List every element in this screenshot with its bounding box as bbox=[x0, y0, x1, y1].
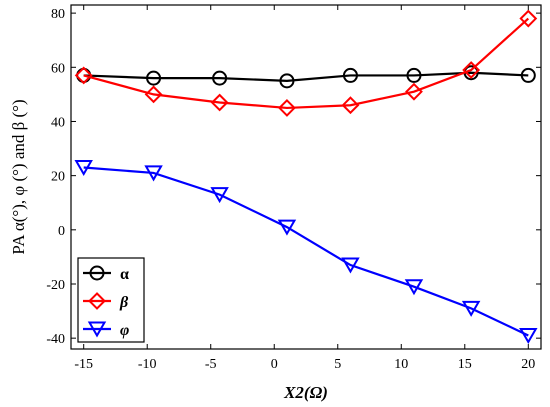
y-tick-label-4: 40 bbox=[51, 115, 65, 130]
series-line-1 bbox=[83, 17, 530, 110]
x-tick-label-4: 5 bbox=[334, 357, 341, 372]
series-1-point-3 bbox=[278, 99, 296, 117]
legend-marker-2 bbox=[87, 321, 107, 338]
series-2-point-1 bbox=[144, 165, 163, 182]
series-1-point-2 bbox=[210, 93, 229, 112]
series-2-point-0 bbox=[74, 160, 93, 177]
series-1-point-4 bbox=[341, 96, 360, 115]
x-axis-title: X2(Ω) bbox=[283, 383, 328, 402]
series-2-point-3 bbox=[277, 219, 297, 236]
y-tick-label-3: 20 bbox=[51, 170, 65, 185]
series-0-point-3 bbox=[279, 73, 295, 89]
series-1-point-6 bbox=[462, 61, 481, 79]
legend-label-1: β bbox=[119, 294, 129, 311]
x-tick-label-0: -15 bbox=[74, 357, 93, 372]
x-tick-label-3: 0 bbox=[271, 357, 278, 372]
series-2-point-5 bbox=[404, 279, 424, 296]
series-0-point-1 bbox=[146, 70, 162, 86]
series-1-point-1 bbox=[144, 85, 163, 104]
legend-marker-1 bbox=[88, 292, 106, 310]
series-line-2 bbox=[83, 166, 529, 337]
y-axis-title: PA α(°), φ (°) and β (°) bbox=[9, 99, 28, 254]
series-2-point-7 bbox=[519, 327, 538, 344]
x-tick-label-6: 15 bbox=[458, 357, 472, 372]
series-1-point-0 bbox=[74, 66, 93, 85]
legend-label-2: φ bbox=[120, 322, 129, 339]
x-tick-label-2: -5 bbox=[205, 357, 217, 372]
y-tick-label-5: 60 bbox=[51, 61, 65, 76]
legend-marker-0 bbox=[89, 265, 105, 281]
x-tick-label-1: -10 bbox=[138, 357, 157, 372]
series-1-point-5 bbox=[405, 82, 423, 101]
series-2-point-2 bbox=[210, 187, 229, 204]
series-0-point-7 bbox=[520, 67, 536, 83]
y-tick-label-1: -20 bbox=[46, 278, 65, 293]
plot-frame bbox=[70, 4, 542, 350]
series-0-point-2 bbox=[212, 70, 228, 86]
y-tick-label-2: 0 bbox=[58, 224, 65, 239]
legend-label-0: α bbox=[120, 266, 129, 283]
y-tick-label-6: 80 bbox=[51, 7, 65, 22]
series-2-point-4 bbox=[341, 257, 360, 274]
x-tick-label-7: 20 bbox=[521, 357, 535, 372]
series-0-point-4 bbox=[342, 67, 358, 83]
y-tick-label-0: -40 bbox=[46, 332, 65, 347]
series-0-point-5 bbox=[406, 67, 422, 83]
series-2-point-6 bbox=[461, 300, 481, 317]
series-1-point-7 bbox=[519, 9, 538, 28]
x-tick-label-5: 10 bbox=[394, 357, 408, 372]
